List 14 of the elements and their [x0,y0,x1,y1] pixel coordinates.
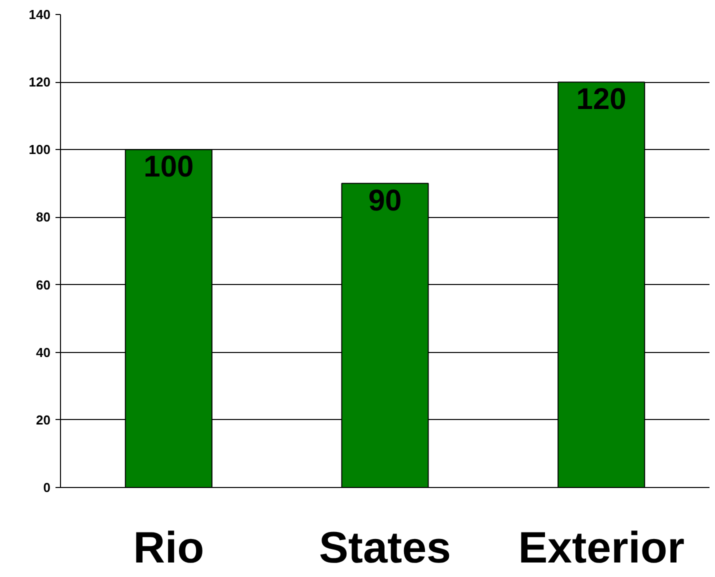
x-tick-label: Rio [133,524,204,572]
y-tick-label: 140 [28,7,51,22]
x-tick-label: States [318,524,452,572]
x-tick-label: Exterior [518,524,684,572]
y-tick-label: 40 [36,344,51,360]
y-tick-label: 0 [43,480,51,495]
data-label: 90 [368,184,402,218]
y-tick-label: 100 [28,142,51,158]
data-label: 120 [576,83,626,116]
y-tick-label: 60 [36,277,51,292]
y-tick-label: 120 [28,74,51,90]
data-label: 100 [144,150,194,184]
y-tick-label: 20 [36,412,51,428]
y-tick-label: 80 [36,210,51,225]
